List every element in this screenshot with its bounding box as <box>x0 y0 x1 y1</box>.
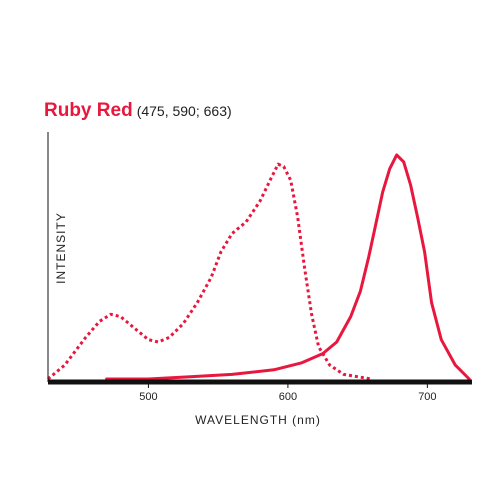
x-tick-label: 600 <box>279 391 297 403</box>
x-tick-label: 700 <box>418 391 436 403</box>
series-layer <box>47 153 471 381</box>
x-tick-layer: 500 600 700 <box>139 382 437 403</box>
chart-subtitle: (475, 590; 663) <box>136 103 232 119</box>
chart-title-block: Ruby Red (475, 590; 663) <box>44 100 232 122</box>
x-axis-label: WAVELENGTH (nm) <box>195 413 321 427</box>
emission-series-line <box>105 153 471 381</box>
chart-title: Ruby Red <box>44 100 133 121</box>
y-axis-label: INTENSITY <box>54 212 68 284</box>
excitation-series-line <box>47 162 372 381</box>
x-tick-label: 500 <box>139 391 157 403</box>
